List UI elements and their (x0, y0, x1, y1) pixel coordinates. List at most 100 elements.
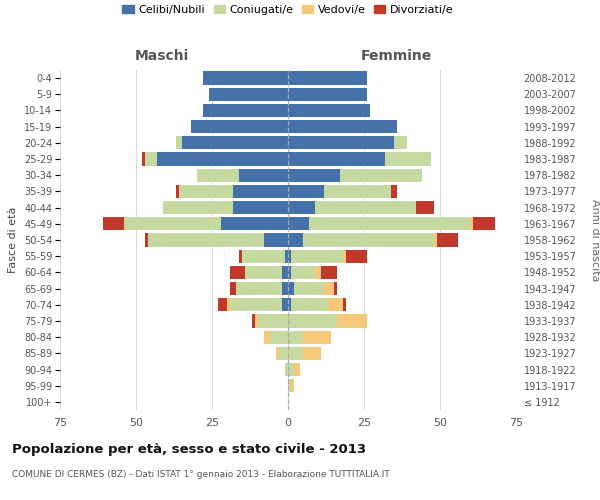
Bar (340, 168, 422, 182)
Bar (288, 88, 367, 101)
Bar (251, 314, 254, 328)
Bar (288, 282, 294, 295)
Bar (191, 120, 288, 134)
Bar (473, 217, 495, 230)
Bar (282, 282, 288, 295)
Bar (230, 266, 245, 279)
Bar (157, 152, 288, 166)
Bar (176, 136, 182, 149)
Bar (288, 266, 291, 279)
Legend: Celibi/Nubili, Coniugati/e, Vedovi/e, Divorziati/e: Celibi/Nubili, Coniugati/e, Vedovi/e, Di… (118, 1, 458, 20)
Bar (230, 282, 236, 295)
Bar (197, 168, 239, 182)
Bar (470, 217, 473, 230)
Bar (288, 250, 291, 263)
Bar (391, 185, 397, 198)
Bar (437, 234, 458, 246)
Bar (288, 314, 337, 328)
Bar (325, 282, 334, 295)
Bar (346, 250, 367, 263)
Bar (288, 298, 291, 312)
Bar (303, 346, 322, 360)
Bar (416, 201, 434, 214)
Bar (288, 234, 303, 246)
Bar (309, 217, 470, 230)
Bar (294, 282, 325, 295)
Bar (182, 136, 288, 149)
Bar (316, 201, 416, 214)
Bar (163, 201, 233, 214)
Bar (218, 298, 227, 312)
Bar (233, 185, 288, 198)
Bar (245, 266, 282, 279)
Text: COMUNE DI CERMES (BZ) - Dati ISTAT 1° gennaio 2013 - Elaborazione TUTTITALIA.IT: COMUNE DI CERMES (BZ) - Dati ISTAT 1° ge… (12, 470, 390, 479)
Bar (124, 217, 221, 230)
Bar (145, 234, 148, 246)
Bar (179, 185, 233, 198)
Bar (294, 363, 300, 376)
Bar (288, 379, 291, 392)
Bar (276, 346, 279, 360)
Y-axis label: Fasce di età: Fasce di età (8, 207, 19, 273)
Bar (288, 363, 294, 376)
Bar (291, 298, 328, 312)
Bar (230, 298, 282, 312)
Bar (303, 330, 331, 344)
Bar (176, 185, 179, 198)
Bar (325, 185, 391, 198)
Bar (322, 266, 337, 279)
Bar (288, 136, 394, 149)
Bar (328, 298, 343, 312)
Bar (233, 201, 288, 214)
Y-axis label: Anni di nascita: Anni di nascita (590, 198, 600, 281)
Bar (209, 88, 288, 101)
Bar (263, 234, 288, 246)
Bar (343, 250, 346, 263)
Bar (288, 152, 385, 166)
Bar (288, 217, 309, 230)
Bar (316, 266, 322, 279)
Bar (291, 266, 316, 279)
Bar (227, 298, 230, 312)
Bar (394, 136, 407, 149)
Bar (239, 250, 242, 263)
Bar (434, 234, 437, 246)
Bar (148, 234, 263, 246)
Bar (288, 346, 303, 360)
Bar (285, 250, 288, 263)
Bar (285, 363, 288, 376)
Bar (145, 152, 157, 166)
Bar (303, 234, 434, 246)
Bar (291, 250, 343, 263)
Bar (254, 314, 257, 328)
Bar (288, 330, 303, 344)
Bar (203, 72, 288, 85)
Bar (291, 379, 294, 392)
Bar (239, 168, 288, 182)
Text: Femmine: Femmine (361, 48, 431, 62)
Bar (334, 282, 337, 295)
Bar (288, 185, 325, 198)
Bar (288, 72, 367, 85)
Bar (288, 120, 397, 134)
Bar (263, 330, 270, 344)
Bar (288, 201, 316, 214)
Bar (242, 250, 285, 263)
Bar (288, 168, 340, 182)
Bar (142, 152, 145, 166)
Bar (282, 266, 288, 279)
Bar (343, 298, 346, 312)
Bar (203, 104, 288, 117)
Text: Maschi: Maschi (135, 48, 189, 62)
Bar (257, 314, 288, 328)
Bar (236, 282, 282, 295)
Bar (221, 217, 288, 230)
Bar (103, 217, 124, 230)
Bar (288, 104, 370, 117)
Bar (282, 298, 288, 312)
Text: Popolazione per età, sesso e stato civile - 2013: Popolazione per età, sesso e stato civil… (12, 442, 366, 456)
Bar (337, 314, 367, 328)
Bar (279, 346, 288, 360)
Bar (270, 330, 288, 344)
Bar (385, 152, 431, 166)
